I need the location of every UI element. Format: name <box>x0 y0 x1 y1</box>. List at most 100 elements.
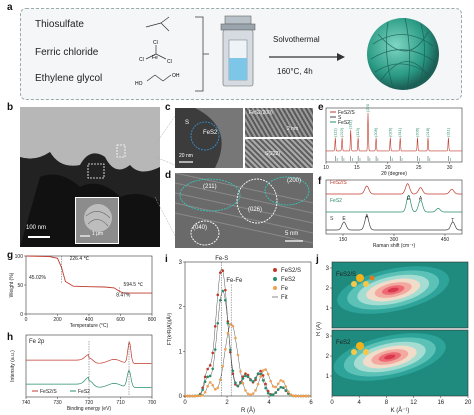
frame-e <box>325 107 463 163</box>
ylabel-g: Weight (%) <box>9 272 15 297</box>
ann-i-1: Fe-Fe <box>226 278 243 284</box>
xtick-label-h-0: 740 <box>22 400 31 406</box>
point-i-2 <box>188 394 192 398</box>
arrow-right-icon <box>269 53 345 61</box>
point-i-1 <box>241 377 245 380</box>
panel-label-f: f <box>318 176 322 187</box>
point-i-2 <box>203 390 207 394</box>
molecule-s1-1 <box>351 349 357 355</box>
ann-g-0: 226.4 ℃ <box>70 256 90 262</box>
ytick-label-i-3: 3 <box>179 260 183 266</box>
xtick-label-i-0: 0 <box>183 400 187 406</box>
series-f-label-1: FeS2 <box>330 198 342 204</box>
eg-ho: HO <box>135 81 143 87</box>
ann-i-0: Fe-S <box>215 256 228 262</box>
xtick-label-j-0: 0 <box>330 400 334 406</box>
point-i-2 <box>198 394 202 398</box>
xlabel-i: R (Å) <box>241 407 255 414</box>
ytick-label-g-0: 0 <box>20 312 23 318</box>
inset-scale-label: 1 μm <box>92 231 104 237</box>
point-i-2 <box>259 375 262 378</box>
plane-211: (211) <box>203 184 217 190</box>
panel-label-g: g <box>7 250 14 261</box>
reagent-ethylene-glycol: Ethylene glycol <box>35 73 103 84</box>
xtick-label-j-5: 20 <box>465 400 472 406</box>
point-i-2 <box>271 385 275 388</box>
plane-040: (040) <box>193 225 208 231</box>
point-i-2 <box>269 379 272 383</box>
legend-e-1: S <box>338 115 342 121</box>
panel-label-h: h <box>7 332 14 343</box>
xtick-label-e-3: 25 <box>416 165 422 171</box>
heat-ring-1-6 <box>384 354 396 360</box>
point-i-2 <box>211 383 215 387</box>
panel-label-j: j <box>316 254 319 265</box>
point-i-2 <box>294 394 298 398</box>
xtick-label-f-2: 450 <box>441 237 450 243</box>
point-i-2 <box>289 393 293 396</box>
point-i-2 <box>236 353 240 357</box>
legend-i-swatch-0 <box>273 268 277 272</box>
s-label-c: S <box>185 120 190 126</box>
raman-ann-2: E <box>407 196 411 202</box>
point-i-0 <box>206 367 209 371</box>
point-i-0 <box>259 369 262 373</box>
bracket <box>195 16 209 92</box>
point-i-0 <box>244 372 247 375</box>
point-i-2 <box>218 378 222 382</box>
point-i-1 <box>256 372 260 375</box>
scale-label-b: 100 nm <box>26 225 47 231</box>
legend-i-0: FeS2/S <box>281 268 301 274</box>
point-i-2 <box>221 364 225 368</box>
legend-i-swatch-2 <box>273 286 277 290</box>
scale-bar-b <box>28 236 50 238</box>
ytick-label-j-0-0: 1 <box>326 306 330 312</box>
chart-f: FeS2/S FeS2 S E A E A T 150 300 450 Raman shift (cm… <box>325 179 463 249</box>
point-i-1 <box>254 376 257 380</box>
peak-label-3: (113) <box>355 127 360 137</box>
xtick-label-h-4: 700 <box>148 400 156 406</box>
molecule-s2-0 <box>363 281 369 287</box>
panel-label-i: i <box>165 254 168 265</box>
xtick-label-h-1: 730 <box>53 400 62 406</box>
series-f-2 <box>326 215 462 231</box>
point-i-2 <box>279 379 283 382</box>
panel-c: FeS2 S 20 nm FeS2(200) 2 nm S(222) <box>175 108 313 168</box>
xtick-label-i-2: 4 <box>267 400 271 406</box>
point-i-2 <box>304 394 308 398</box>
reagent-thiosulfate: Thiosulfate <box>35 19 84 30</box>
molecule-fe-0 <box>356 274 364 282</box>
legend-h-1: FeS2 <box>78 389 90 395</box>
peak-label-4: (220) <box>365 104 370 112</box>
peak-label-6: (026) <box>387 127 392 137</box>
chart-e: (111) (222)(311)(113)(220)(206) (026) (311)… <box>323 104 463 176</box>
ytick-label-j-1-0: 1 <box>326 374 330 380</box>
point-i-1 <box>251 380 255 383</box>
peak-label-1: (222) <box>339 127 344 137</box>
fecl3-fe: Fe <box>152 55 158 61</box>
point-i-2 <box>264 368 267 371</box>
xtick-label-g-2: 400 <box>85 317 94 323</box>
point-i-2 <box>226 331 230 335</box>
point-i-1 <box>234 381 237 385</box>
peak-label-8: (206) <box>414 127 419 137</box>
peak-label-7: (311) <box>397 127 402 137</box>
xtick-label-g-0: 0 <box>25 317 28 323</box>
point-i-1 <box>231 369 235 373</box>
point-i-2 <box>284 385 288 388</box>
point-i-0 <box>216 293 220 297</box>
point-i-2 <box>261 369 265 372</box>
fit-i-1 <box>185 290 311 397</box>
xtick-label-e-2: 20 <box>385 165 391 171</box>
point-i-0 <box>211 351 215 355</box>
point-i-2 <box>224 347 227 351</box>
point-i-1 <box>244 374 247 378</box>
series-f-label-0: FeS2/S <box>330 180 347 186</box>
point-i-2 <box>231 324 235 328</box>
point-i-0 <box>246 373 250 377</box>
point-i-1 <box>206 375 209 379</box>
ann-g-1: 594.5 ℃ <box>124 282 144 288</box>
xtick-label-h-2: 720 <box>85 400 94 406</box>
point-i-2 <box>213 388 217 391</box>
scale-label-c1: 20 nm <box>179 153 193 159</box>
